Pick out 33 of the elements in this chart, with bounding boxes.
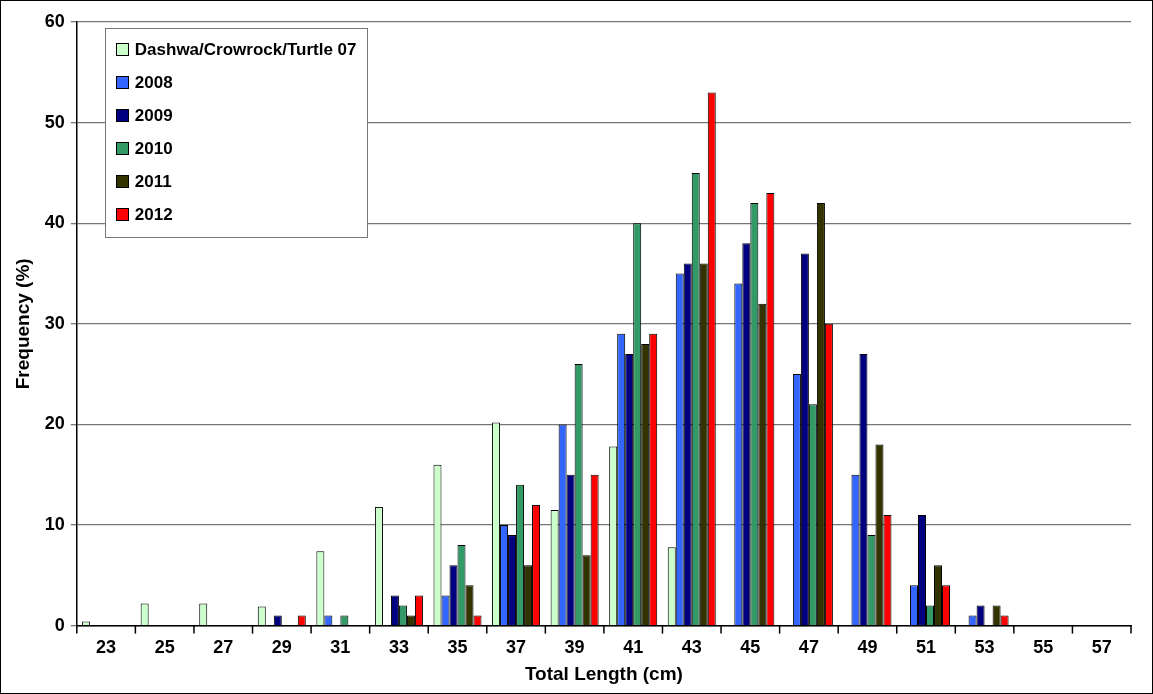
x-tick-label: 29 [271,637,292,658]
y-tick-label: 10 [44,513,65,534]
x-axis-title: Total Length (cm) [524,662,683,684]
y-tick-label: 50 [44,111,65,132]
x-tick-label: 41 [623,637,644,658]
legend-label: 2012 [134,204,173,225]
legend-label: 2009 [134,105,173,126]
x-tick-label: 51 [916,637,937,658]
x-tick-label: 43 [681,637,702,658]
y-tick-label: 0 [54,614,65,635]
y-axis-title: Frequency (%) [11,258,33,390]
x-tick-label: 33 [388,637,409,658]
x-tick-label: 53 [974,637,995,658]
legend-label: 2010 [134,138,173,159]
x-tick-label: 47 [798,637,819,658]
x-tick-label: 23 [96,637,117,658]
x-tick-label: 49 [857,637,878,658]
x-tick-label: 35 [447,637,468,658]
x-tick-label: 31 [330,637,351,658]
legend-label: 2008 [134,72,173,93]
x-tick-label: 27 [213,637,234,658]
y-tick-label: 40 [44,212,65,233]
x-tick-label: 55 [1033,637,1054,658]
legend-label: Dashwa/Crowrock/Turtle 07 [134,39,357,60]
x-tick-label: 25 [154,637,175,658]
x-tick-label: 37 [506,637,527,658]
x-tick-label: 45 [740,637,761,658]
y-tick-label: 30 [44,312,65,333]
y-tick-label: 60 [44,10,65,31]
x-tick-label: 57 [1091,637,1112,658]
legend-label: 2011 [134,171,172,192]
x-tick-label: 39 [564,637,585,658]
y-tick-label: 20 [44,413,65,434]
